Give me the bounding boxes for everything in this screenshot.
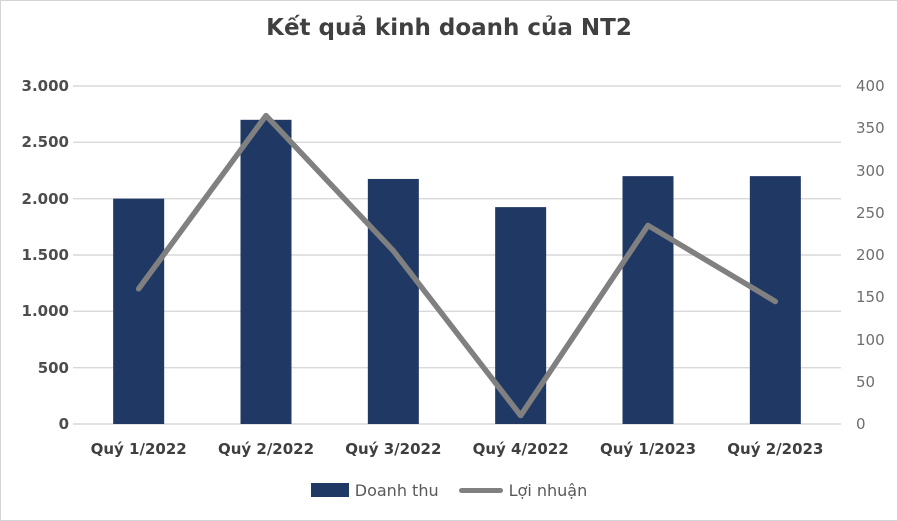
bar-doanh-thu — [622, 176, 674, 424]
legend-item-loi-nhuan: Lợi nhuận — [458, 480, 588, 500]
right-axis-tick-label: 300 — [856, 161, 885, 180]
left-axis-tick-label: 2.500 — [21, 133, 69, 152]
bar-doanh-thu — [113, 198, 165, 424]
right-axis-tick-label: 0 — [856, 415, 866, 433]
right-axis-tick-label: 400 — [856, 77, 885, 95]
x-axis-category-label: Quý 3/2022 — [345, 440, 442, 458]
x-axis-category-label: Quý 4/2022 — [472, 440, 569, 458]
x-axis-category-label: Quý 2/2022 — [217, 440, 315, 458]
legend-line-swatch-icon — [458, 487, 503, 493]
chart-legend: Doanh thu Lợi nhuận — [1, 477, 897, 503]
right-axis-tick-label: 250 — [856, 203, 885, 222]
right-axis-tick-label: 50 — [856, 372, 876, 391]
legend-label-loi-nhuan: Lợi nhuận — [508, 480, 588, 500]
line-loi-nhuan — [135, 112, 779, 419]
right-axis-tick-label: 150 — [856, 288, 885, 307]
left-axis-tick-label: 3.000 — [21, 77, 69, 95]
legend-item-doanh-thu: Doanh thu — [310, 480, 439, 500]
left-axis-tick-label: 1.000 — [21, 302, 69, 321]
left-axis-tick-label: 2.000 — [21, 189, 69, 208]
right-axis-tick-label: 200 — [856, 246, 885, 264]
x-axis-category-label: Quý 2/2023 — [727, 440, 824, 458]
right-axis-tick-label: 100 — [856, 330, 885, 349]
chart-title: Kết quả kinh doanh của NT2 — [266, 15, 632, 41]
x-axis-category-label: Quý 1/2023 — [599, 440, 697, 458]
right-axis-tick-label: 350 — [856, 119, 885, 138]
left-axis-tick-label: 500 — [37, 358, 69, 377]
legend-label-doanh-thu: Doanh thu — [354, 480, 439, 500]
legend-bar-swatch-icon — [310, 483, 349, 497]
bar-doanh-thu — [240, 119, 292, 425]
bar-doanh-thu — [367, 178, 419, 424]
left-axis-tick-label: 1.500 — [21, 246, 69, 264]
left-axis-tick-label: 0 — [58, 415, 69, 433]
x-axis-category-label: Quý 1/2022 — [90, 440, 187, 458]
